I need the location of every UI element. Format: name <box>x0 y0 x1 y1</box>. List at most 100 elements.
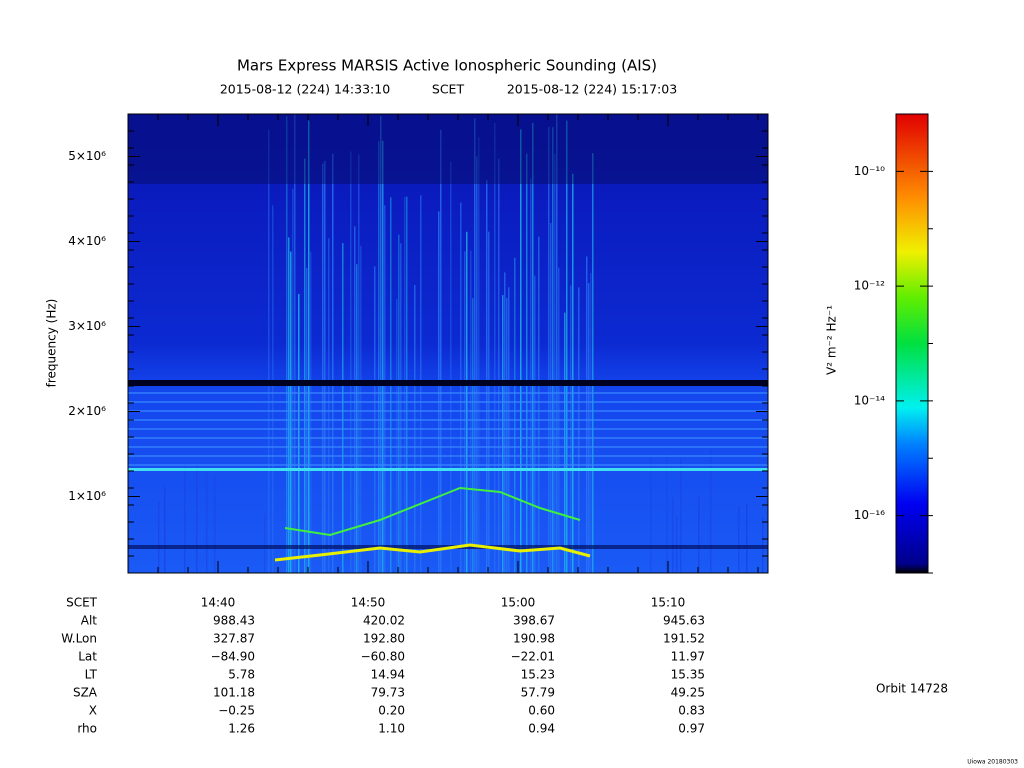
texture-stripe <box>476 156 478 573</box>
table-cell: 192.80 <box>363 632 405 646</box>
texture-stripe <box>396 299 398 573</box>
texture-stripe <box>586 256 588 573</box>
texture-stripe <box>342 243 344 573</box>
texture-stripe <box>592 153 594 573</box>
colorbar-tick-label: 10⁻¹⁴ <box>854 393 885 407</box>
row-label: Alt <box>81 614 98 628</box>
texture-stripe <box>360 245 362 573</box>
texture-stripe <box>440 129 442 573</box>
texture-stripe <box>474 118 476 573</box>
y-tick-label: 4×10⁶ <box>68 234 106 248</box>
texture-stripe <box>566 120 568 573</box>
texture-line <box>128 446 768 448</box>
texture-stripe <box>356 264 358 573</box>
texture-stripe <box>698 496 700 573</box>
texture-line <box>128 401 768 403</box>
texture-stripe <box>472 298 474 573</box>
texture-stripe <box>650 458 652 573</box>
table-cell: 11.97 <box>671 650 705 664</box>
texture-stripe <box>354 226 356 573</box>
texture-stripe <box>400 243 402 573</box>
texture-stripe <box>498 158 500 573</box>
texture-stripe <box>380 115 382 573</box>
texture-stripe <box>332 153 334 573</box>
table-cell: 15.35 <box>671 668 705 682</box>
texture-line <box>128 392 768 394</box>
texture-stripe <box>328 238 330 573</box>
texture-stripe <box>324 160 326 573</box>
footer: Uiowa 20180303 <box>967 759 1018 766</box>
texture-line <box>128 455 768 457</box>
texture-line <box>128 468 768 471</box>
texture-stripe <box>494 123 496 573</box>
table-cell: 327.87 <box>213 632 255 646</box>
texture-stripe <box>514 257 516 573</box>
texture-stripe <box>184 466 186 573</box>
texture-stripe <box>294 114 296 573</box>
trace <box>284 486 581 537</box>
texture-stripe <box>304 158 306 573</box>
colorbar-label: V² m⁻² Hz⁻¹ <box>825 305 839 375</box>
table-cell: 101.18 <box>213 686 255 700</box>
texture-stripe <box>552 127 554 573</box>
texture-stripe <box>738 506 740 573</box>
texture-stripe <box>550 222 552 573</box>
texture-line <box>128 410 768 412</box>
texture-stripe <box>504 272 506 573</box>
texture-stripe <box>508 287 510 573</box>
x-tick-label: 14:50 <box>351 596 386 610</box>
texture-stripe <box>272 205 274 573</box>
texture-stripe <box>526 153 528 573</box>
row-label: SCET <box>66 596 98 610</box>
table-cell: 49.25 <box>671 686 705 700</box>
end-time: 2015-08-12 (224) 15:17:03 <box>507 82 677 97</box>
texture-stripe <box>450 161 452 573</box>
x-tick-label: 15:00 <box>501 596 536 610</box>
texture-stripe <box>398 234 400 573</box>
texture-stripe <box>548 127 550 573</box>
spectrogram <box>128 114 768 573</box>
row-label: X <box>89 704 97 718</box>
texture-stripe <box>578 287 580 573</box>
x-tick-label: 15:10 <box>651 596 686 610</box>
colorbar-tick-label: 10⁻¹⁰ <box>854 164 885 178</box>
row-label: Lat <box>78 650 97 664</box>
colorbar-tick-label: 10⁻¹² <box>854 279 885 293</box>
texture-stripe <box>478 137 480 573</box>
table-cell: 190.98 <box>513 632 555 646</box>
texture-stripe <box>572 173 574 573</box>
texture-stripe <box>676 515 678 573</box>
texture-stripe <box>286 116 288 573</box>
table-cell: 945.63 <box>663 614 705 628</box>
texture-stripe <box>214 476 216 573</box>
texture-stripe <box>298 294 300 573</box>
texture-stripe <box>158 501 160 573</box>
row-label: LT <box>85 668 98 682</box>
start-time: 2015-08-12 (224) 14:33:10 <box>220 82 390 97</box>
texture-stripe <box>196 464 198 573</box>
texture-stripe <box>710 449 712 573</box>
table-cell: 0.60 <box>528 704 555 718</box>
table-cell: 0.94 <box>528 722 555 736</box>
texture-stripe <box>464 251 466 573</box>
table-cell: 420.02 <box>363 614 405 628</box>
texture-stripe <box>384 205 386 573</box>
table-cell: 57.79 <box>521 686 555 700</box>
texture-stripe <box>680 458 682 573</box>
texture-stripe <box>290 251 292 573</box>
texture-line <box>128 464 768 466</box>
texture-stripe <box>382 140 384 573</box>
texture-stripe <box>322 163 324 573</box>
table-cell: 398.67 <box>513 614 555 628</box>
time-label: SCET <box>432 82 465 97</box>
table-cell: 0.83 <box>678 704 705 718</box>
plot-frame <box>127 113 769 574</box>
texture-stripe <box>358 154 360 573</box>
texture-stripe <box>486 180 488 573</box>
table-cell: 0.97 <box>678 722 705 736</box>
table-cell: 988.43 <box>213 614 255 628</box>
texture-stripe <box>746 503 748 573</box>
orbit: Orbit 14728 <box>876 682 948 696</box>
table-cell: 1.26 <box>228 722 255 736</box>
